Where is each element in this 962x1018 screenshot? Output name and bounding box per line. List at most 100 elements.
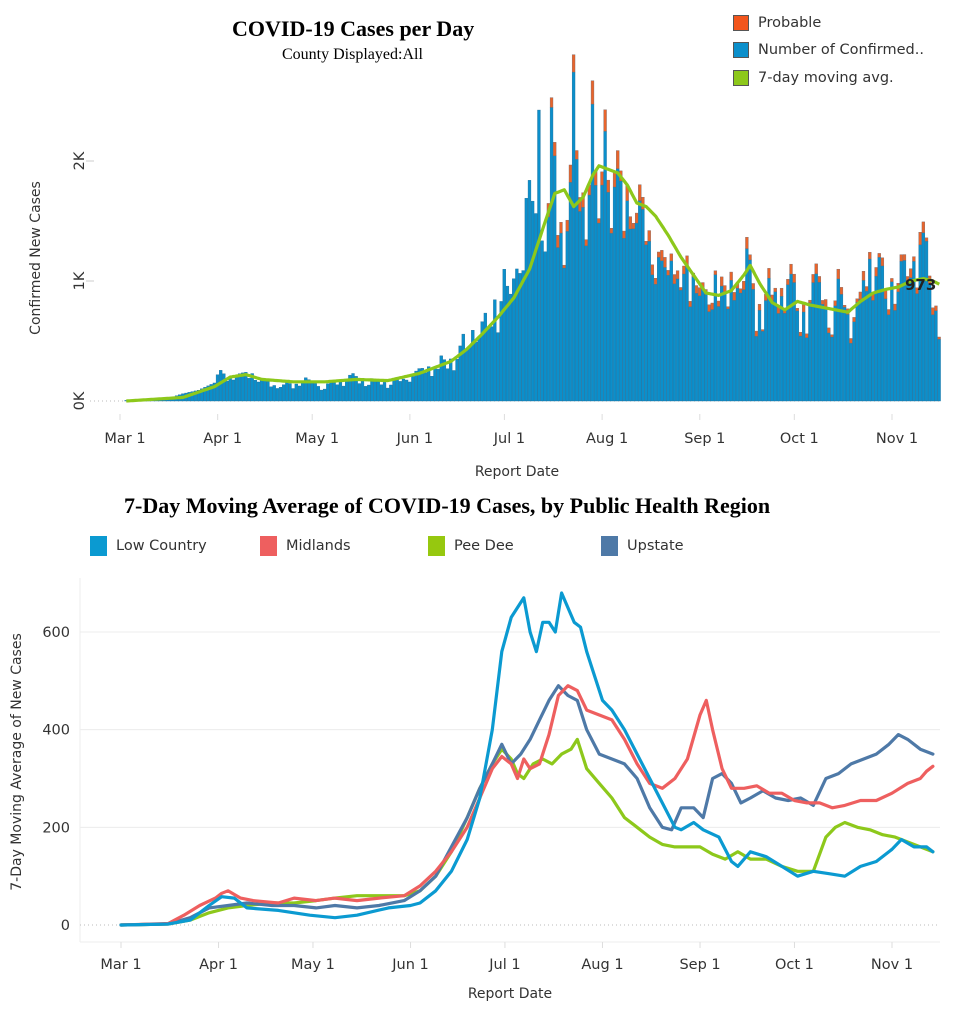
bar-probable — [887, 309, 891, 315]
bar-confirmed — [899, 261, 903, 402]
chart2-plot: 0 200 400 600 7-Day Moving Average of New Ca… — [9, 578, 940, 1002]
bar-confirmed — [786, 284, 790, 402]
bar-confirmed — [770, 300, 774, 402]
legend-swatch-probable — [733, 14, 749, 31]
bar-probable — [789, 263, 793, 275]
legend-item-moving-avg[interactable]: 7-day moving avg. — [733, 64, 924, 92]
legend-item-upstate[interactable]: Upstate — [601, 536, 684, 556]
legend-item-probable[interactable]: Probable — [733, 9, 924, 37]
bar-confirmed — [833, 305, 837, 402]
x-tick-label: Oct 1 — [780, 431, 819, 447]
bar-confirmed — [228, 377, 232, 402]
y-tick-label: 600 — [42, 625, 70, 641]
legend-item-pee-dee[interactable]: Pee Dee — [428, 536, 601, 556]
legend-item-confirmed[interactable]: Number of Confirmed.. — [733, 37, 924, 65]
bar-confirmed — [672, 283, 677, 402]
bar-confirmed — [326, 383, 330, 402]
chart2-y-axis-label: 7-Day Moving Average of New Cases — [9, 633, 25, 891]
bar-confirmed — [688, 306, 692, 402]
bar-probable — [748, 254, 752, 261]
bar-probable — [839, 287, 844, 295]
bar-confirmed — [874, 275, 878, 402]
bar-confirmed — [924, 240, 929, 402]
bar-confirmed — [499, 301, 503, 402]
bar-confirmed — [508, 293, 513, 402]
bar-confirmed — [836, 278, 840, 402]
bar-confirmed — [329, 380, 333, 402]
bar-confirmed — [452, 370, 456, 402]
bar-confirmed — [773, 291, 777, 402]
bar-probable — [868, 251, 872, 260]
legend-label: 7-day moving avg. — [758, 69, 894, 86]
bar-confirmed — [726, 308, 730, 402]
bar-confirmed — [896, 291, 900, 402]
bar-confirmed — [338, 381, 343, 402]
bar-confirmed — [849, 342, 853, 402]
bar-probable — [827, 327, 831, 334]
x-tick-label: Aug 1 — [586, 431, 628, 447]
bar-confirmed — [669, 260, 673, 402]
legend-swatch-low-country — [90, 536, 107, 556]
x-tick-label: Mar 1 — [100, 957, 141, 973]
bar-confirmed — [716, 306, 721, 402]
bar-probable — [616, 150, 620, 169]
bar-probable — [761, 329, 765, 332]
bar-probable — [915, 287, 919, 294]
legend-item-midlands[interactable]: Midlands — [260, 536, 428, 556]
x-tick-label: Jun 1 — [396, 431, 434, 447]
x-tick-label: Jun 1 — [391, 957, 429, 973]
bar-probable — [666, 270, 670, 276]
legend-item-low-country[interactable]: Low Country — [90, 536, 260, 556]
bar-confirmed — [905, 285, 910, 402]
bar-probable — [631, 223, 636, 229]
bar-probable — [575, 150, 579, 160]
x-tick-label: Sep 1 — [684, 431, 725, 447]
bar-confirmed — [587, 194, 591, 402]
bar-confirmed — [436, 368, 440, 402]
bar-confirmed — [735, 288, 740, 402]
bar-confirmed — [600, 184, 604, 402]
bar-confirmed — [534, 213, 538, 402]
bar-probable — [590, 80, 595, 105]
bar-probable — [874, 267, 878, 277]
bar-confirmed — [795, 310, 799, 402]
bar-confirmed — [253, 380, 257, 402]
bar-confirmed — [666, 274, 670, 402]
bar-confirmed — [442, 359, 447, 402]
bar-probable — [729, 271, 733, 281]
bar-confirmed — [865, 290, 869, 402]
bar-probable — [565, 219, 569, 232]
bar-probable — [650, 264, 654, 275]
bar-confirmed — [215, 374, 220, 402]
legend-swatch-midlands — [260, 536, 277, 556]
bar-probable — [742, 281, 746, 290]
bar-confirmed — [332, 382, 336, 402]
bar-probable — [890, 278, 894, 282]
bar-probable — [842, 305, 847, 308]
bar-confirmed — [354, 376, 358, 402]
bar-confirmed — [297, 385, 302, 402]
bar-confirmed — [203, 387, 207, 402]
bar-probable — [883, 290, 888, 299]
bar-probable — [710, 302, 714, 310]
bar-confirmed — [288, 383, 292, 402]
bar-confirmed — [458, 345, 462, 402]
bar-confirmed — [609, 232, 614, 402]
bar-confirmed — [625, 200, 629, 402]
bar-confirmed — [531, 200, 535, 402]
bar-confirmed — [449, 358, 453, 402]
bar-confirmed — [846, 314, 850, 402]
bar-probable — [912, 256, 916, 262]
legend-label: Probable — [758, 14, 822, 31]
bar-confirmed — [852, 321, 856, 402]
bar-confirmed — [490, 326, 494, 402]
bar-probable — [556, 235, 560, 248]
bar-confirmed — [934, 310, 938, 402]
chart1-y-axis-label: Confirmed New Cases — [28, 181, 44, 335]
bar-confirmed — [887, 314, 891, 402]
bar-probable — [679, 287, 683, 291]
bar-probable — [786, 279, 790, 285]
bar-probable — [732, 292, 736, 301]
bar-probable — [738, 288, 743, 294]
